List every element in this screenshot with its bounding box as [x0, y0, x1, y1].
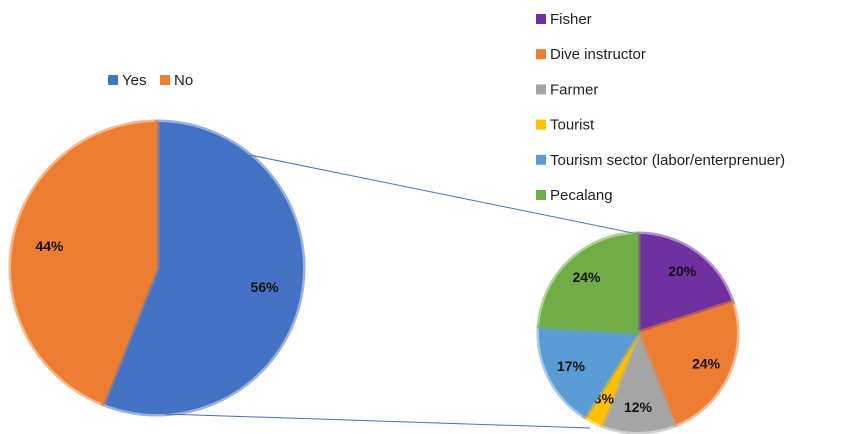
connector-line: [164, 413, 591, 429]
legend-label: Tourist: [550, 117, 595, 134]
legend-swatch: [536, 14, 546, 24]
data-label: 44%: [35, 238, 64, 254]
connector-line: [249, 154, 639, 235]
pie-slice: [100, 119, 306, 417]
data-label: 17%: [557, 358, 586, 374]
legend-label: Dive instructor: [550, 46, 646, 63]
data-label: 24%: [572, 269, 601, 285]
legend-swatch: [536, 84, 546, 95]
legend-label: Fisher: [550, 11, 592, 28]
legend-swatch: [536, 190, 546, 200]
legend-swatch: [160, 75, 170, 85]
legend-label: Tourism sector (labor/enterprenuer): [550, 152, 785, 169]
pie-slice: [8, 119, 160, 407]
legend-swatch: [536, 49, 546, 60]
data-label: 20%: [668, 263, 697, 279]
pie-slice: [599, 330, 677, 434]
legend-label: Farmer: [550, 81, 598, 98]
data-label: 24%: [692, 356, 721, 372]
legend-swatch: [108, 75, 118, 85]
legend-label: No: [174, 72, 193, 89]
data-label: 56%: [251, 279, 280, 295]
pie-slice: [536, 324, 641, 420]
pie-slice: [536, 231, 641, 336]
data-label: 12%: [624, 399, 653, 415]
legend-label: Pecalang: [550, 187, 613, 204]
legend-swatch: [536, 154, 546, 165]
legend-swatch: [536, 119, 546, 130]
legend-label: Yes: [122, 72, 146, 89]
